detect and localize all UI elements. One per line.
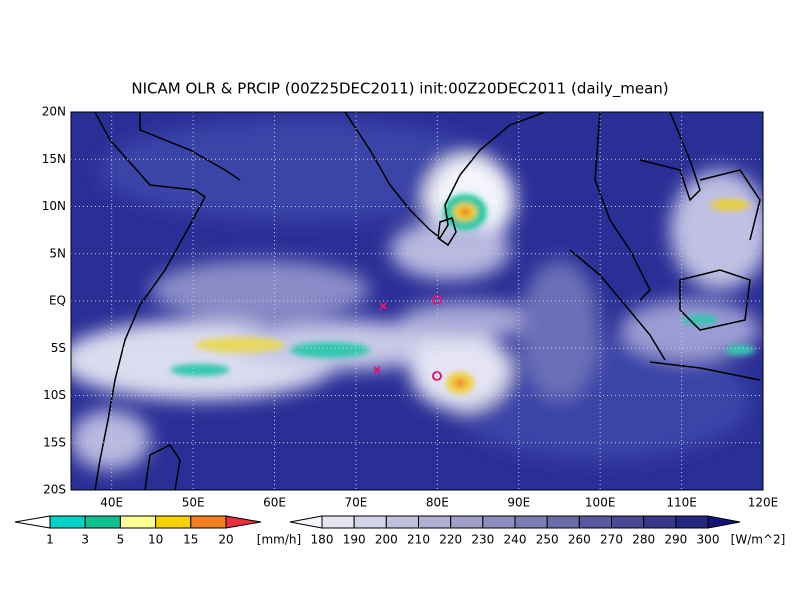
colorbar-box xyxy=(418,515,452,529)
colorbar-box xyxy=(643,515,677,529)
colorbar-label: 3 xyxy=(81,533,89,547)
lat-label: 10N xyxy=(42,199,66,213)
colorbar-box xyxy=(675,515,709,529)
colorbar-label: 5 xyxy=(117,533,125,547)
colorbar-label: 20 xyxy=(218,533,233,547)
colorbar-triangle xyxy=(225,515,262,529)
lon-label: 60E xyxy=(263,496,286,510)
lon-label: 50E xyxy=(182,496,205,510)
colorbar-label: 220 xyxy=(439,533,462,547)
colorbar-box xyxy=(514,515,548,529)
lat-label: 15S xyxy=(43,435,66,449)
colorbar-box xyxy=(546,515,580,529)
colorbar-label: 250 xyxy=(536,533,559,547)
lat-label: 15N xyxy=(42,152,66,166)
colorbar-triangle xyxy=(14,515,51,529)
lon-label: 40E xyxy=(100,496,123,510)
colorbar-box xyxy=(49,515,86,529)
graticule xyxy=(71,112,763,490)
colorbar-label: 240 xyxy=(504,533,527,547)
colorbar-box xyxy=(578,515,612,529)
lon-label: 90E xyxy=(507,496,530,510)
colorbar-unit: [mm/h] xyxy=(257,533,301,547)
colorbar-label: 15 xyxy=(183,533,198,547)
colorbar-box xyxy=(190,515,227,529)
colorbar-label: 280 xyxy=(632,533,655,547)
colorbar-label: 290 xyxy=(664,533,687,547)
lon-label: 70E xyxy=(345,496,368,510)
colorbar-label: 300 xyxy=(697,533,720,547)
title: NICAM OLR & PRCIP (00Z25DEC2011) init:00… xyxy=(131,80,668,99)
colorbar-label: 10 xyxy=(148,533,163,547)
colorbar-label: 270 xyxy=(600,533,623,547)
colorbar-box xyxy=(385,515,420,529)
map xyxy=(71,112,763,490)
lat-label: EQ xyxy=(49,294,66,308)
lat-label: 20N xyxy=(42,105,66,119)
colorbar-triangle xyxy=(289,515,323,529)
colorbar-unit: [W/m^2] xyxy=(731,533,786,547)
colorbar-label: 190 xyxy=(343,533,366,547)
coastlines xyxy=(94,112,761,490)
lon-label: 120E xyxy=(748,496,779,510)
colorbar-box xyxy=(84,515,121,529)
lat-label: 5N xyxy=(49,246,66,260)
lat-label: 10S xyxy=(43,388,66,402)
lat-label: 5S xyxy=(51,341,66,355)
colorbar-label: 180 xyxy=(311,533,334,547)
lon-label: 80E xyxy=(426,496,449,510)
colorbar-label: 230 xyxy=(471,533,494,547)
colorbar-box xyxy=(611,515,645,529)
colorbar-box xyxy=(482,515,516,529)
colorbar-label: 1 xyxy=(46,533,54,547)
colorbar-box xyxy=(450,515,484,529)
colorbar-box xyxy=(321,515,355,529)
colorbar-box xyxy=(155,515,192,529)
lon-label: 100E xyxy=(585,496,616,510)
colorbar-box xyxy=(353,515,387,529)
plot-frame xyxy=(70,111,764,491)
colorbar-label: 210 xyxy=(407,533,430,547)
colorbar-triangle xyxy=(707,515,741,529)
lat-label: 20S xyxy=(43,483,66,497)
lon-label: 110E xyxy=(666,496,697,510)
precip-field xyxy=(170,194,755,394)
colorbar-label: 260 xyxy=(568,533,591,547)
colorbar-box xyxy=(119,515,157,529)
colorbar-label: 200 xyxy=(375,533,398,547)
